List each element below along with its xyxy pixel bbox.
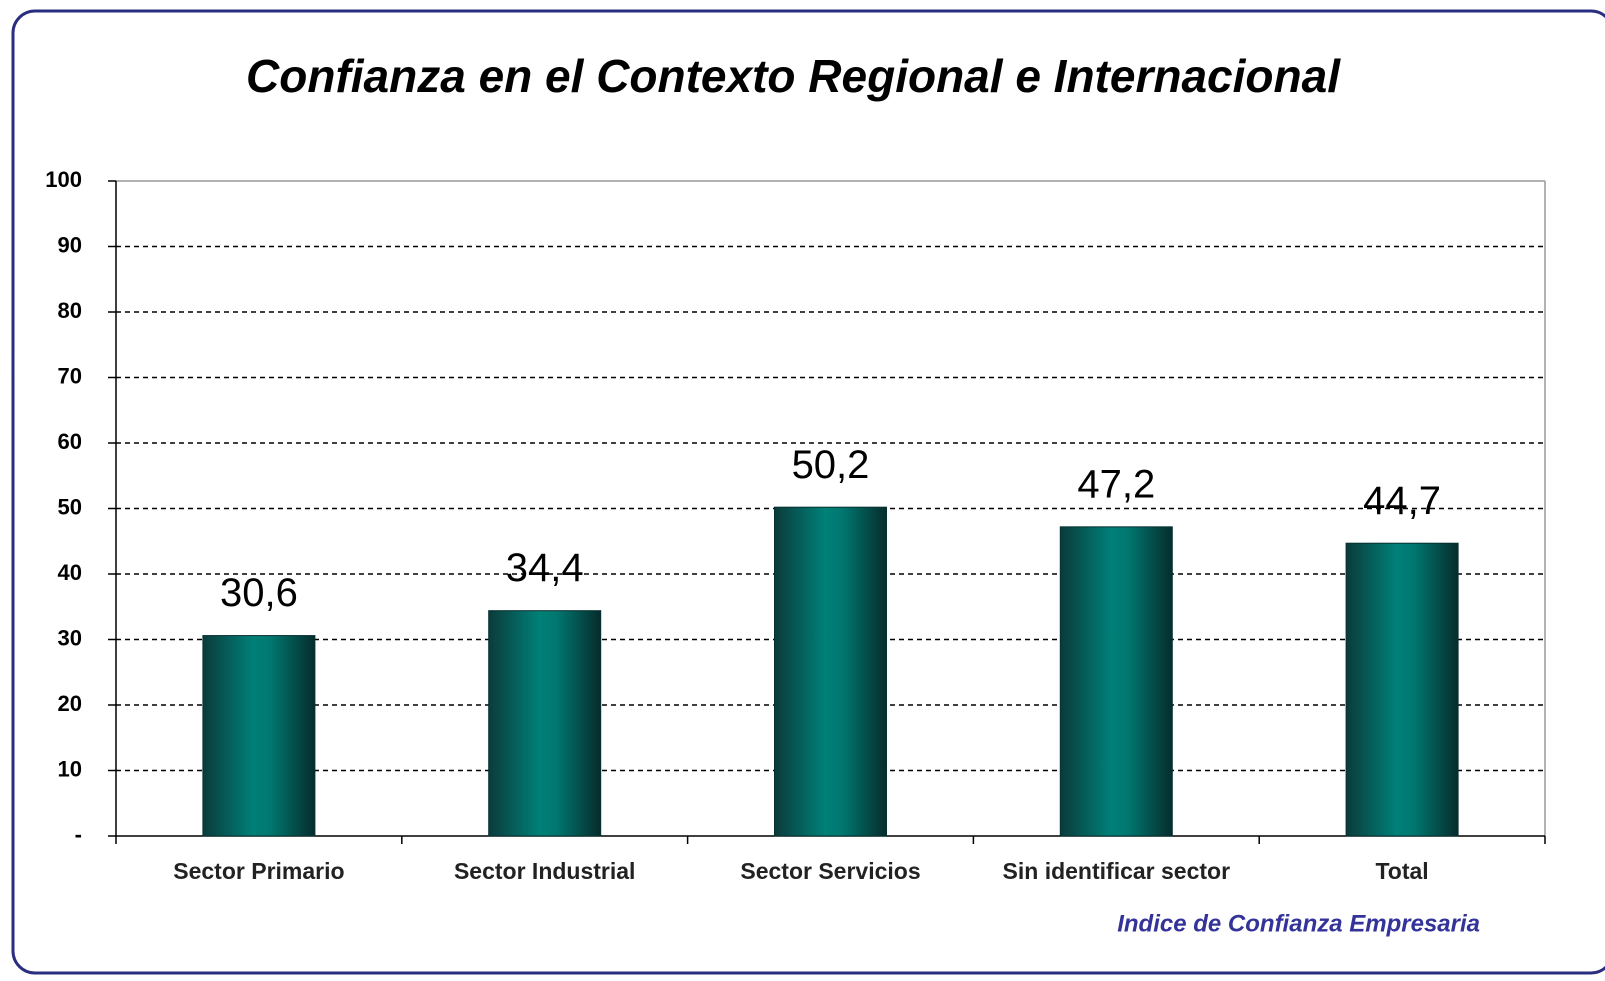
y-tick-label: 100 [45,167,82,192]
bar [1059,526,1173,837]
y-tick-label: 90 [58,232,82,257]
x-tick-label: Sector Primario [173,858,344,884]
data-label: 44,7 [1363,479,1441,523]
bar [1345,542,1459,837]
bar [774,506,887,837]
y-tick-label: 40 [58,560,82,585]
data-label: 50,2 [792,443,870,487]
x-tick-label: Total [1375,858,1428,884]
y-tick-label: 60 [58,429,82,454]
data-label: 30,6 [220,571,298,615]
chart-title: Confianza en el Contexto Regional e Inte… [246,50,1341,102]
bar [202,635,316,837]
source-note: Indice de Confianza Empresaria [1117,910,1480,937]
x-tick-label: Sin identificar sector [1003,858,1231,884]
y-tick-label: 70 [58,363,82,388]
data-label: 47,2 [1077,462,1155,506]
y-tick-label: 80 [58,298,82,323]
y-tick-label: 20 [58,691,82,716]
y-tick-label: 10 [58,756,82,781]
data-label: 34,4 [506,546,584,590]
bar [488,610,602,837]
y-tick-label: 50 [58,494,82,519]
y-tick-label: - [75,822,82,847]
chart-frame [11,9,1605,975]
x-tick-label: Sector Industrial [454,858,635,884]
y-tick-label: 30 [58,625,82,650]
x-tick-label: Sector Servicios [740,858,920,884]
